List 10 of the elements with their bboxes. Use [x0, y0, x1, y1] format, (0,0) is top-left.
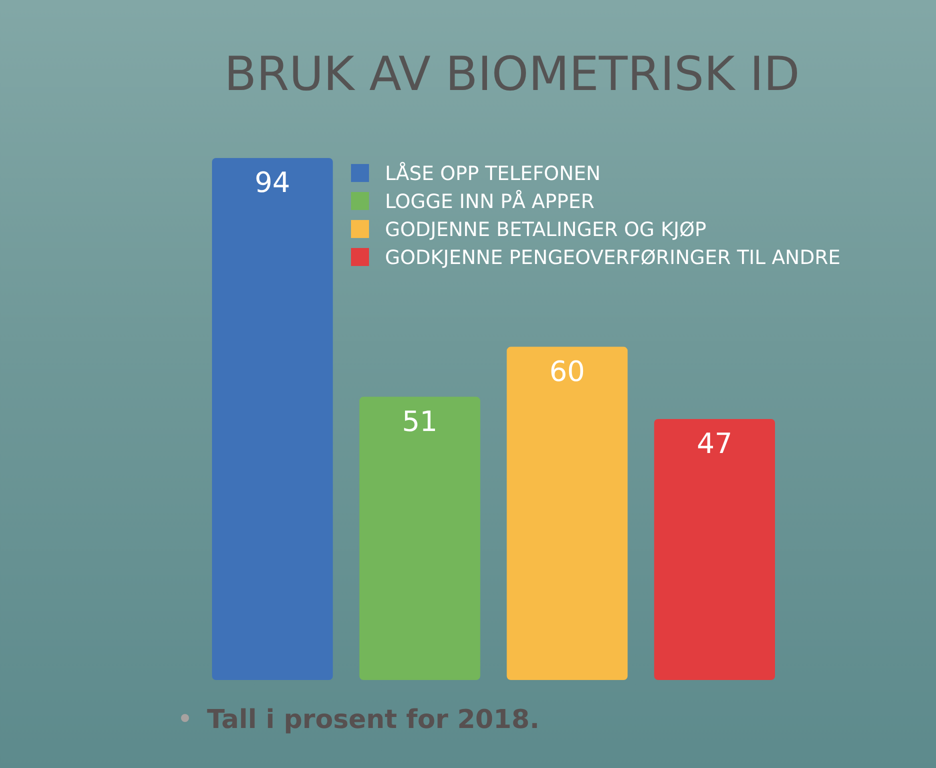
text: Tall i prosent for 2018. — [207, 705, 540, 735]
data-label: 51 — [402, 404, 438, 438]
legend-label: GODJENNE BETALINGER OG KJØP — [385, 218, 707, 241]
legend-label: GODKJENNE PENGEOVERFØRINGER TIL ANDRE — [385, 246, 841, 269]
legend-label: LOGGE INN PÅ APPER — [385, 189, 594, 213]
data-label: 47 — [696, 427, 732, 460]
chart-title: BRUK AV BIOMETRISK ID — [224, 47, 800, 102]
data-label: 94 — [254, 166, 290, 199]
data-label: 60 — [549, 354, 586, 388]
legend-label: LÅSE OPP TELEFONEN — [385, 161, 601, 185]
